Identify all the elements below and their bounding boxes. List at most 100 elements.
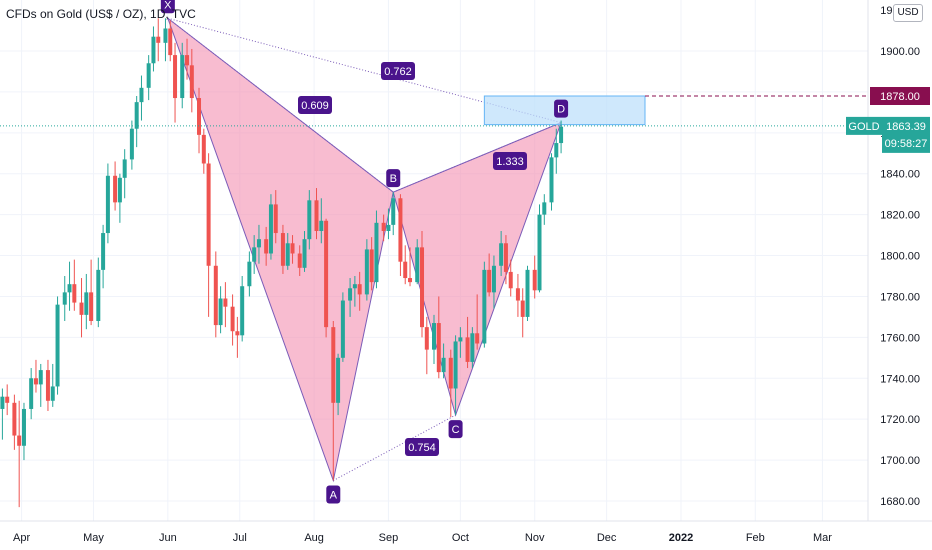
ratio-label-bg xyxy=(405,438,439,456)
candle xyxy=(29,368,34,420)
ratio-label-bg xyxy=(381,62,415,80)
candle-body xyxy=(420,247,425,328)
ratio-label-text: 0.762 xyxy=(384,66,412,78)
point-label-text: B xyxy=(390,173,397,185)
point-label-bg xyxy=(326,485,341,504)
candle-body xyxy=(50,386,55,401)
candle-body xyxy=(201,134,206,164)
price-axis: 1900.001880.001860.001840.001820.001800.… xyxy=(867,0,932,550)
candle-body xyxy=(218,298,223,326)
point-label-text: D xyxy=(557,104,565,116)
candle-body xyxy=(117,177,122,203)
candle xyxy=(235,316,240,358)
candle xyxy=(189,48,194,113)
candle xyxy=(21,402,26,461)
candle-body xyxy=(230,306,235,332)
target-price-tag-text: 1878.00 xyxy=(880,91,920,103)
candle-body xyxy=(499,243,504,266)
price-tick-label: 1740.00 xyxy=(880,373,920,385)
ratio-label: 0.754 xyxy=(405,438,439,456)
candle xyxy=(173,42,178,123)
candle xyxy=(5,384,10,416)
price-tick-label: 1840.00 xyxy=(880,169,920,181)
candle-body xyxy=(180,55,185,99)
candle xyxy=(331,321,336,481)
candle xyxy=(448,349,453,418)
candle-body xyxy=(151,36,156,64)
candle xyxy=(146,55,151,101)
candle-body xyxy=(391,198,396,225)
point-label-a: A xyxy=(326,485,341,504)
candle-body xyxy=(319,220,324,231)
candle-body xyxy=(453,341,458,389)
last-price-text: 1863.39 xyxy=(886,121,926,133)
candle-body xyxy=(340,300,345,358)
candle xyxy=(72,259,77,311)
candle xyxy=(33,359,38,393)
price-tick-label: 1760.00 xyxy=(880,332,920,344)
candle xyxy=(168,20,173,62)
candle-body xyxy=(240,286,245,336)
candle xyxy=(432,314,436,364)
currency-button[interactable]: USD xyxy=(893,4,923,22)
candle-body xyxy=(348,288,353,301)
candle-body xyxy=(448,357,453,389)
candle-body xyxy=(386,224,391,231)
price-tick-label: 1900.00 xyxy=(880,46,920,58)
candle-body xyxy=(549,157,554,203)
point-label-d: D xyxy=(554,99,569,118)
candle-body xyxy=(134,102,139,129)
candle-body xyxy=(5,396,10,403)
candle-body xyxy=(508,271,513,289)
candle-body xyxy=(206,163,211,266)
candle-body xyxy=(398,198,403,262)
candle xyxy=(280,224,285,274)
candle-body xyxy=(62,292,67,305)
candle-body xyxy=(79,302,84,315)
symbol-tag-bg xyxy=(846,116,882,135)
candle-body xyxy=(101,233,106,270)
candle xyxy=(201,128,206,174)
candle-body xyxy=(256,239,261,248)
target-price-tag: 1878.00 xyxy=(870,87,930,105)
point-label-text: C xyxy=(452,424,460,436)
ratio-label-bg xyxy=(298,96,332,114)
candle-body xyxy=(213,265,218,326)
candle xyxy=(369,237,374,291)
candle-body xyxy=(374,222,379,283)
candle-body xyxy=(515,288,520,301)
last-price-tag-bg xyxy=(882,116,930,153)
candle-body xyxy=(89,292,94,321)
candle-body xyxy=(280,233,285,266)
candle-body xyxy=(458,337,463,342)
pattern-dotted-line xyxy=(333,414,456,481)
price-tick-label: 1800.00 xyxy=(880,251,920,263)
candle xyxy=(470,327,475,369)
candle-body xyxy=(424,327,429,350)
candle-body xyxy=(357,284,362,295)
candle-body xyxy=(268,204,273,254)
candle xyxy=(206,153,211,317)
candle-body xyxy=(482,269,487,344)
candle xyxy=(458,327,463,358)
candle-body xyxy=(156,36,161,43)
candle-body xyxy=(532,269,537,291)
point-label-text: A xyxy=(330,490,338,502)
candle xyxy=(503,235,508,285)
time-tick-label: Oct xyxy=(452,532,469,544)
candle xyxy=(398,194,403,276)
candle-body xyxy=(21,408,26,446)
candle xyxy=(420,231,425,338)
candle xyxy=(129,120,134,170)
candle xyxy=(348,278,353,317)
candle-body xyxy=(520,300,525,317)
candle-body xyxy=(264,239,269,254)
candle xyxy=(113,161,118,211)
candle xyxy=(487,253,492,297)
candle xyxy=(314,188,319,240)
candle xyxy=(408,247,413,287)
candle xyxy=(532,255,537,299)
candle-body xyxy=(559,126,564,144)
candle xyxy=(268,194,273,260)
